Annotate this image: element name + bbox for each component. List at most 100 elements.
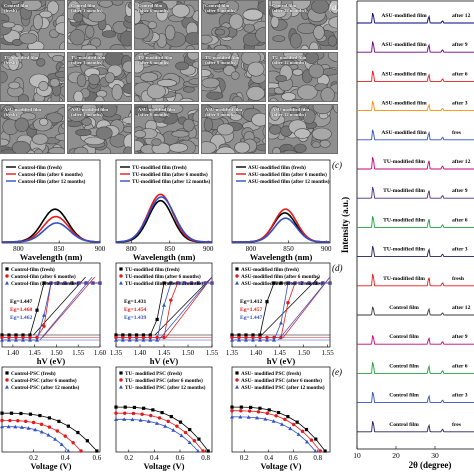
legend-marker bbox=[5, 281, 9, 285]
legend-label: TU-modified film (after 6 months) bbox=[125, 273, 201, 280]
panel-letter-e: (e) bbox=[332, 367, 342, 377]
tauc-d-1-xlabel: hV (eV) bbox=[37, 356, 66, 366]
pl-c-1-tick-label: 800 bbox=[13, 245, 24, 253]
jv-e-3-tick-label: 0.2 bbox=[240, 454, 249, 462]
tauc-point bbox=[28, 333, 32, 337]
jv-point bbox=[140, 412, 144, 416]
xrd-series-label: TU-modified film bbox=[383, 188, 425, 194]
jv-point bbox=[63, 434, 67, 438]
sem-tile-caption: Control film (fresh) bbox=[4, 3, 29, 13]
panel-letter-c: (c) bbox=[332, 160, 342, 170]
jv-point bbox=[163, 424, 168, 428]
tauc-point bbox=[121, 333, 125, 337]
tauc-point bbox=[258, 335, 262, 340]
tauc-point bbox=[56, 281, 60, 285]
tauc-point bbox=[148, 335, 152, 340]
xrd-series-label: after 3 bbox=[452, 247, 468, 253]
jv-point bbox=[114, 417, 118, 421]
tauc-point bbox=[28, 338, 32, 342]
jv-point bbox=[314, 437, 318, 441]
tauc-point bbox=[279, 281, 283, 285]
xrd-series-label: ASU-modified film bbox=[381, 130, 427, 136]
sem-tile: TU-modified film (after 9 months) bbox=[201, 52, 266, 102]
legend-label: ASU-modified film (fresh) bbox=[241, 266, 299, 273]
jv-point bbox=[206, 449, 210, 453]
legend-label: Control-PSC (fresh) bbox=[11, 370, 56, 377]
xrd-tick-label: 20 bbox=[392, 451, 400, 460]
tauc-point bbox=[155, 338, 160, 342]
xrd-pattern bbox=[357, 273, 474, 287]
pl-c-1-tick-label: 850 bbox=[54, 245, 65, 253]
jv-e-2-tick-label: 0.4 bbox=[150, 454, 159, 462]
tauc-point bbox=[237, 338, 241, 342]
pl-c-3-tick-label: 900 bbox=[321, 245, 332, 253]
pl-c-1-xlabel: Wavelength (nm) bbox=[20, 252, 83, 262]
tauc-point bbox=[272, 338, 276, 342]
tauc-point bbox=[210, 281, 214, 285]
eg-annotation: Eg=1.462 bbox=[10, 315, 33, 321]
legend-label: ASU-modified film (after 12 months) bbox=[248, 178, 330, 185]
xrd-series-label: Control film bbox=[389, 334, 419, 340]
sem-tile: ASU-modified film (after 6 months) bbox=[134, 104, 199, 154]
jv-point bbox=[26, 426, 31, 430]
jv-point bbox=[239, 405, 243, 409]
xrd-series-label: after 6 bbox=[452, 71, 468, 77]
sem-tile: Control film (after 12 months) bbox=[268, 0, 338, 50]
jv-point bbox=[265, 411, 269, 416]
jv-e-2-frame bbox=[115, 366, 213, 453]
legend-label: Control-PSC (after 6 months) bbox=[11, 377, 77, 384]
jv-point bbox=[188, 427, 192, 432]
jv-point bbox=[166, 419, 170, 424]
sem-tile-caption: Control film (after 12 months) bbox=[272, 3, 306, 13]
xrd-pattern bbox=[357, 129, 474, 141]
tauc-point bbox=[272, 281, 276, 285]
tauc-point bbox=[141, 335, 146, 340]
jv-point bbox=[66, 424, 70, 428]
tauc-point bbox=[7, 335, 11, 340]
jv-point bbox=[59, 442, 64, 446]
tauc-point bbox=[286, 281, 290, 285]
sem-tile-caption: TU-modified film (after 3 months) bbox=[71, 55, 106, 65]
xrd-series-label: after 12 bbox=[452, 13, 471, 19]
xrd-series-label: Control film bbox=[389, 305, 419, 311]
sem-tile: ASU-modified film (fresh) bbox=[0, 104, 65, 154]
jv-e-1-tick-label: 0.4 bbox=[61, 454, 70, 462]
legend-marker bbox=[5, 385, 9, 389]
sem-tile: ASU-modified film (after 12 months) bbox=[268, 104, 338, 154]
jv-point bbox=[138, 418, 143, 422]
xrd-series-label: TU-modified film bbox=[383, 276, 425, 282]
tauc-point bbox=[314, 281, 318, 285]
jv-point bbox=[274, 414, 278, 418]
jv-e-2-xlabel: Voltage (V) bbox=[144, 461, 185, 471]
sem-tile: ASU-modified film (after 3 months) bbox=[67, 104, 132, 154]
jv-point bbox=[39, 429, 44, 434]
sem-tile-caption: ASU-modified film (after 9 months) bbox=[205, 107, 243, 117]
legend-label: ASU-modified film (after 6 months) bbox=[241, 273, 320, 280]
jv-point bbox=[239, 409, 243, 413]
tauc-point bbox=[237, 333, 241, 337]
tauc-point bbox=[98, 281, 102, 285]
xrd-ylabel: Intensity (a.u.) bbox=[340, 197, 350, 253]
eg-annotation: Eg=1.447 bbox=[240, 315, 263, 321]
jv-point bbox=[114, 411, 118, 415]
legend-label: TU-modified film (after 12 months) bbox=[125, 280, 204, 287]
jv-e-2-tick-label: 0.6 bbox=[176, 454, 185, 462]
sem-tile-caption: ASU-modified film (fresh) bbox=[4, 107, 42, 117]
legend-label: ASU-modified film (after 6 months) bbox=[248, 171, 327, 178]
tauc-point bbox=[7, 333, 11, 337]
pl-c-3-xlabel: Wavelength (nm) bbox=[250, 252, 313, 262]
jv-point bbox=[46, 432, 51, 437]
tauc-point bbox=[244, 333, 248, 337]
jv-point bbox=[283, 417, 287, 422]
legend-label: Control-film (fresh) bbox=[18, 164, 62, 171]
tauc-point bbox=[244, 335, 248, 340]
sem-tile: TU-modified film (after 3 months) bbox=[67, 52, 132, 102]
legend-label: Control-film (after 6 months) bbox=[11, 273, 76, 280]
tauc-point bbox=[300, 281, 304, 285]
jv-point bbox=[55, 429, 60, 433]
tauc-d-2-tick-label: 1.40 bbox=[134, 349, 147, 357]
legend-label: ASU-modified film (fresh) bbox=[248, 164, 306, 171]
jv-point bbox=[256, 410, 261, 414]
jv-point bbox=[249, 405, 253, 410]
jv-point bbox=[238, 414, 243, 419]
